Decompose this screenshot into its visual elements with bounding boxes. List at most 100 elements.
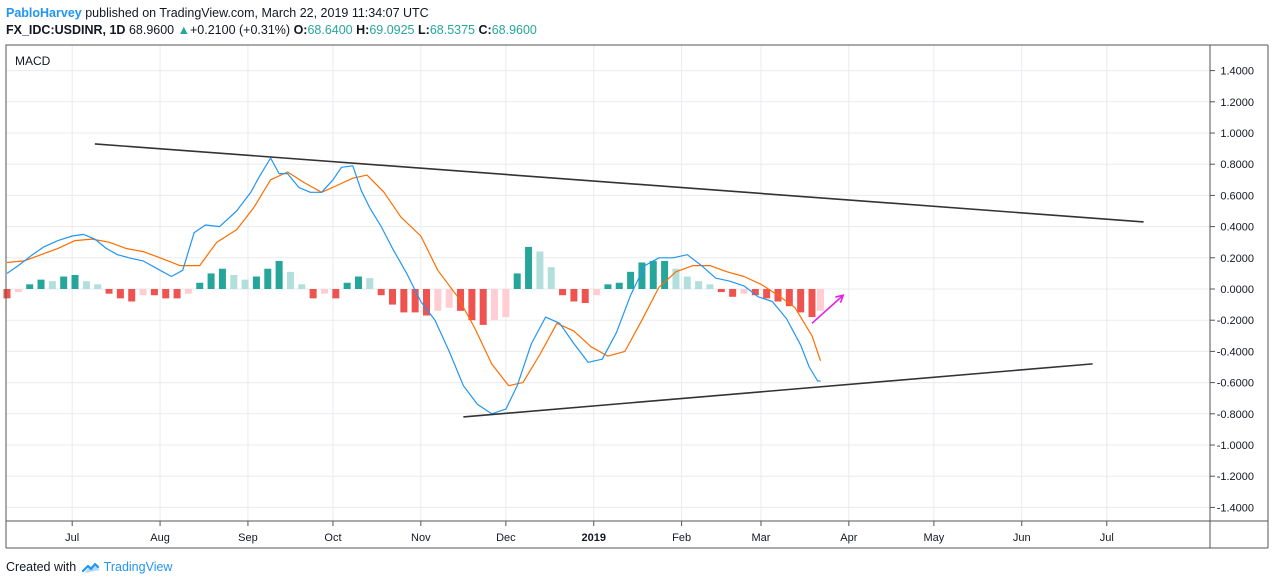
histogram-bar [706,284,714,289]
histogram-bar [751,289,759,296]
y-tick-label: 1.2000 [1220,97,1254,109]
histogram-bar [309,289,317,299]
pane-title: MACD [15,54,51,68]
low-value: 68.5375 [429,23,475,37]
y-tick-label: -0.2000 [1217,315,1254,327]
x-tick-label: Jun [1013,532,1031,544]
y-tick-label: 0.0000 [1220,284,1254,296]
chart-grid [6,45,1210,521]
author-link[interactable]: PabloHarvey [6,6,82,20]
annotation-arrow-head [835,294,845,304]
trendlines [94,143,1144,418]
trendline [463,363,1093,418]
histogram-bar [411,289,419,313]
x-tick-label: Aug [150,532,170,544]
histogram-bar [763,289,771,299]
chart-header: PabloHarvey published on TradingView.com… [6,5,1268,39]
histogram-bar [218,268,226,289]
histogram-bar [649,260,657,289]
histogram-bar [513,273,521,289]
x-tick-label: Jul [1100,532,1114,544]
histogram-bar [60,276,68,289]
histogram-bar [627,271,635,289]
y-tick-label: 0.6000 [1220,190,1254,202]
plot-border [5,44,1211,522]
histogram-bar [434,289,442,311]
histogram-bar [817,289,825,311]
x-tick-label: Sep [238,532,258,544]
x-tick-label: Dec [496,532,516,544]
histogram-bar [502,289,510,318]
histogram-bar [196,282,204,289]
created-with-text: Created with [6,560,77,574]
close-label: C: [478,23,492,37]
tradingview-link[interactable]: TradingView [103,560,173,574]
footer: Created with TradingView [6,560,172,574]
y-tick-label: -0.6000 [1217,378,1254,390]
histogram-bar [116,289,124,299]
x-tick-label: Apr [840,532,857,544]
histogram-bar [559,289,567,296]
histogram-bar [491,289,499,321]
histogram-bar [252,276,260,289]
histogram-bar [740,289,748,294]
indicator-lines [6,157,822,415]
y-tick-label: -1.4000 [1217,502,1254,514]
histogram-bar [184,289,192,294]
histogram-bar [479,289,487,325]
histogram-bar [638,262,646,289]
histogram-bar [37,279,45,289]
y-tick-label: 0.4000 [1220,222,1254,234]
y-tick-label: -1.2000 [1217,471,1254,483]
histogram-bar [320,289,328,294]
histogram-bar [661,260,669,289]
histogram-bar [457,289,465,311]
histogram-bar [525,246,533,289]
histogram-bar [468,289,476,321]
histogram-bar [3,289,11,299]
histogram-bar [128,289,136,302]
open-value: 68.6400 [307,23,353,37]
histogram-bar [672,268,680,289]
histogram-bar [400,289,408,313]
x-tick-label: 2019 [582,532,606,544]
x-tick-label: May [923,532,944,544]
histogram-bar [275,260,283,289]
published-text: published on TradingView.com, March 22, … [85,6,429,20]
symbol-label[interactable]: FX_IDC:USDINR, 1D [6,23,126,37]
histogram-bar [581,289,589,304]
histogram-bar [230,274,238,289]
histogram-bar [536,251,544,289]
x-tick-label: Oct [324,532,341,544]
histogram-bar [729,289,737,297]
axes: 1.4000 1.2000 1.0000 0.8000 0.6000 0.4000 0.20… [65,66,1254,544]
high-value: 69.0925 [369,23,415,37]
x-tick-label: Nov [411,532,431,544]
y-tick-label: -0.8000 [1217,409,1254,421]
histogram-bars [3,246,825,325]
histogram-bar [570,289,578,302]
y-tick-label: 0.2000 [1220,253,1254,265]
histogram-bar [26,284,34,289]
histogram-bar [286,271,294,289]
high-label: H: [356,23,370,37]
histogram-bar [173,289,181,299]
symbol-line: FX_IDC:USDINR, 1D 68.9600 ▲+0.2100 (+0.3… [6,22,1268,39]
close-value: 68.9600 [491,23,537,37]
histogram-bar [366,278,374,289]
trendline [94,143,1144,223]
y-tick-label: 1.4000 [1220,66,1254,78]
histogram-bar [445,289,453,308]
x-tick-label: Jul [65,532,79,544]
histogram-bar [14,289,22,293]
signal-line [6,171,822,387]
x-tick-label: Mar [752,532,771,544]
publish-line: PabloHarvey published on TradingView.com… [6,5,1268,22]
chart-frame [5,44,1269,549]
histogram-bar [388,289,396,305]
histogram-bar [139,289,147,296]
histogram-bar [797,289,805,313]
histogram-bar [71,274,79,289]
histogram-bar [695,281,703,289]
